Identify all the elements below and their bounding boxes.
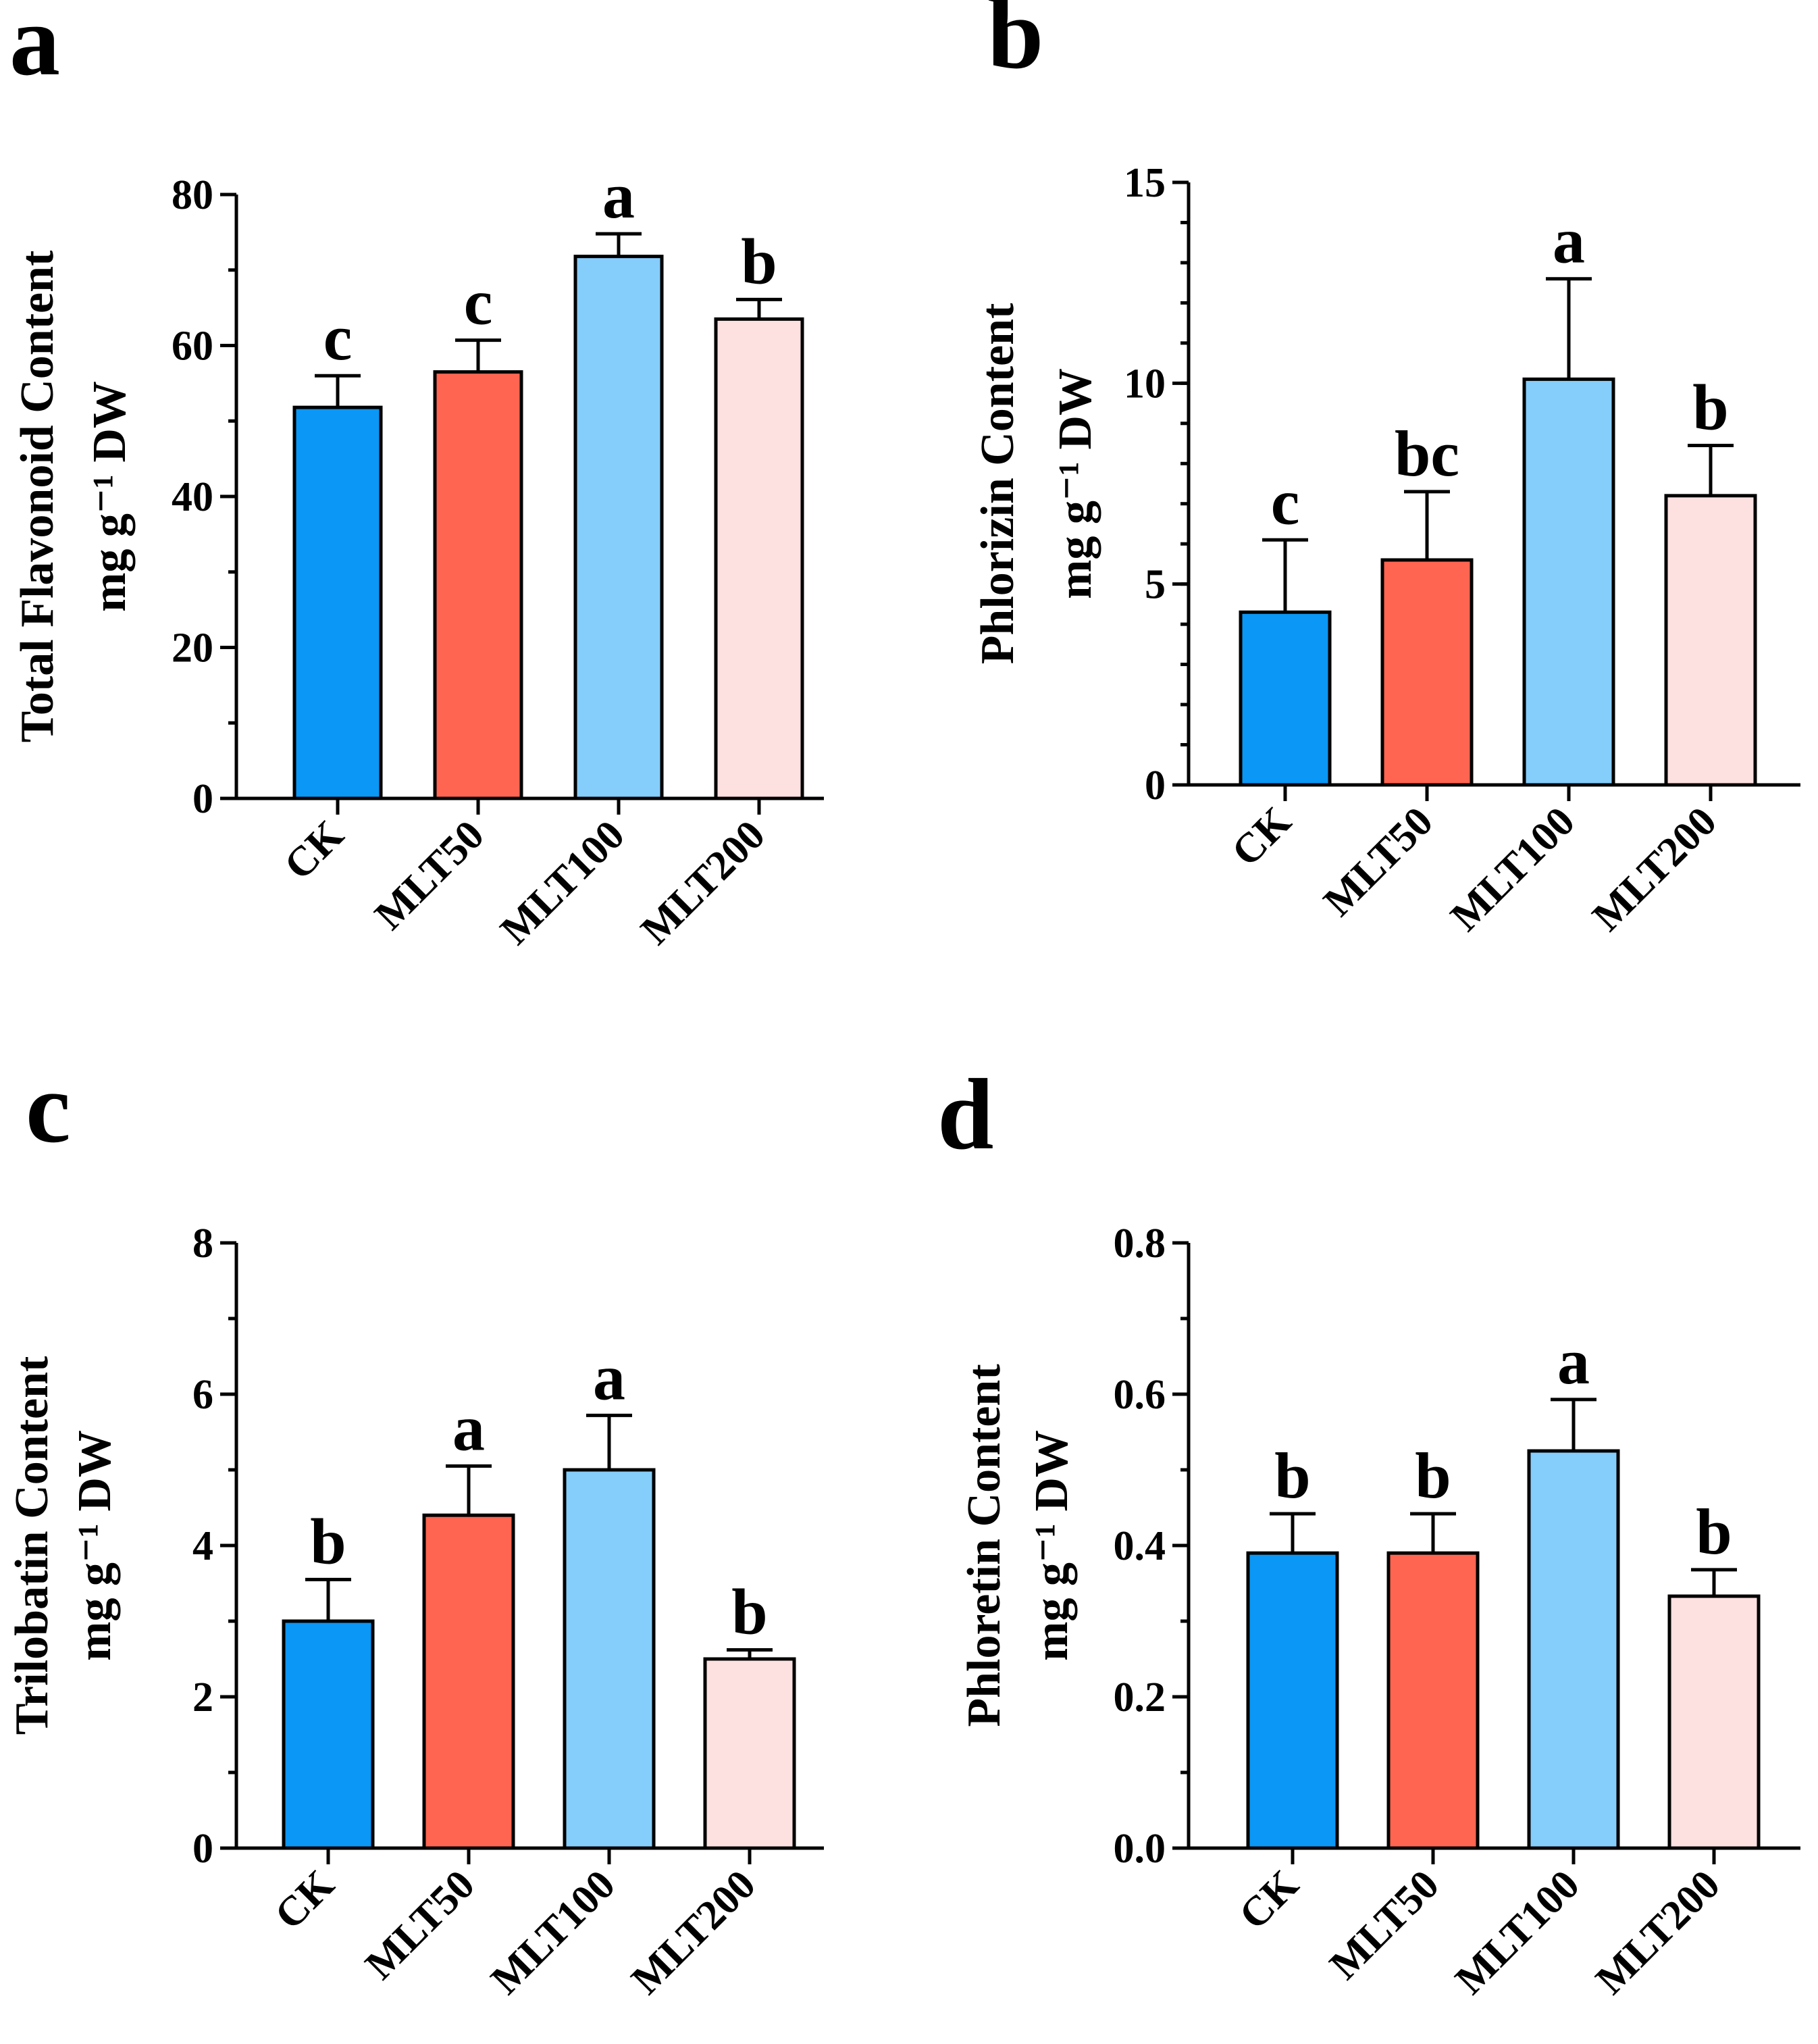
y-tick-label: 10	[1124, 361, 1166, 407]
panel-a: a 0 20 40 60 80 Total Flavonoid Content mg g⁻¹…	[9, 0, 824, 954]
bar-mlt200	[703, 1657, 796, 1850]
x-tick-label: MLT100	[492, 812, 633, 954]
bar-mlt200	[1667, 1594, 1761, 1850]
bar-mlt50	[1380, 558, 1474, 787]
bar-mlt200	[714, 317, 804, 800]
bar-mlt50	[1386, 1551, 1480, 1850]
y-axis-unit: mg g⁻¹ DW	[1026, 1430, 1078, 1661]
x-tick-label: CK	[276, 812, 353, 889]
panel-d: d 0.0 0.2 0.4 0.6 0.8 Phloretin Content mg g⁻¹…	[937, 1058, 1800, 2003]
x-tick-label: MLT200	[1587, 1862, 1729, 2003]
y-tick-label: 60	[172, 324, 213, 369]
bar-ck	[1246, 1551, 1339, 1850]
y-tick-label: 0.2	[1114, 1675, 1166, 1720]
bar-mlt50	[422, 1513, 515, 1850]
significance-letter: a	[602, 159, 635, 232]
x-tick-label: MLT50	[357, 1862, 484, 1989]
significance-letter: a	[1557, 1325, 1590, 1398]
y-tick-label: 2	[192, 1675, 213, 1720]
y-tick-label: 0	[192, 776, 213, 822]
y-axis-title: Phloretin Content	[958, 1364, 1010, 1727]
y-axis-title: Phlorizin Content	[972, 303, 1024, 665]
x-tick-label: CK	[266, 1862, 343, 1939]
x-tick-label: MLT200	[623, 1862, 764, 2003]
y-axis-unit: mg g⁻¹ DW	[69, 1430, 121, 1661]
y-axis-title: Total Flavonoid Content	[11, 251, 63, 743]
y-axis-unit: mg g⁻¹ DW	[84, 381, 136, 612]
bar-mlt200	[1664, 494, 1757, 787]
y-tick-label: 0.8	[1114, 1221, 1166, 1267]
x-tick-label: CK	[1230, 1862, 1307, 1939]
y-axis-unit: mg g⁻¹ DW	[1049, 368, 1101, 599]
bar-mlt100	[1522, 377, 1615, 787]
x-tick-label: MLT200	[632, 812, 774, 954]
bar-mlt50	[433, 370, 523, 800]
x-tick-label: MLT100	[1442, 798, 1584, 940]
y-tick-label: 6	[192, 1372, 213, 1418]
significance-letter: b	[731, 1576, 767, 1648]
x-tick-label: MLT100	[1447, 1862, 1588, 2003]
significance-letter: b	[741, 225, 777, 297]
y-tick-label: 0	[192, 1826, 213, 1872]
bar-mlt100	[563, 1468, 656, 1850]
y-tick-label: 8	[192, 1221, 213, 1267]
bar-ck	[282, 1619, 375, 1850]
panel-letter-a: a	[9, 0, 60, 97]
significance-letter: a	[452, 1391, 485, 1464]
significance-letter: c	[1271, 465, 1300, 538]
panel-letter-d: d	[937, 1058, 993, 1171]
y-tick-label: 4	[192, 1523, 213, 1569]
bar-ck	[292, 405, 383, 800]
panel-letter-b: b	[987, 0, 1043, 90]
y-tick-label: 80	[172, 172, 213, 218]
y-tick-label: 15	[1124, 160, 1166, 206]
y-tick-label: 0.4	[1114, 1523, 1166, 1569]
y-axis-title: Trilobatin Content	[6, 1356, 58, 1735]
significance-letter: a	[593, 1341, 625, 1413]
significance-letter: c	[323, 301, 353, 374]
panel-b: b 0 5 10 15 Phlorizin Content mg g⁻¹ DW c CK bc M…	[972, 0, 1800, 940]
significance-letter: b	[1692, 372, 1728, 444]
y-tick-label: 0.0	[1114, 1826, 1166, 1872]
x-tick-label: CK	[1223, 798, 1300, 875]
significance-letter: b	[1274, 1439, 1310, 1512]
x-tick-label: MLT50	[1315, 798, 1442, 925]
significance-letter: bc	[1395, 417, 1459, 490]
x-tick-label: MLT50	[1321, 1862, 1448, 1989]
y-tick-label: 20	[172, 625, 213, 671]
y-tick-label: 5	[1145, 562, 1166, 608]
x-tick-label: MLT200	[1584, 798, 1725, 940]
y-tick-label: 40	[172, 474, 213, 520]
significance-letter: c	[464, 266, 493, 338]
panel-c: c 0 2 4 6 8 Trilobatin Content mg g⁻¹ DW b CK a ML…	[6, 1052, 824, 2003]
x-tick-label: MLT50	[366, 812, 493, 939]
bar-mlt100	[1527, 1449, 1620, 1850]
significance-letter: a	[1553, 205, 1585, 277]
significance-letter: b	[310, 1505, 346, 1577]
x-tick-label: MLT100	[482, 1862, 624, 2003]
bar-ck	[1239, 610, 1332, 787]
panel-letter-c: c	[26, 1052, 71, 1164]
significance-letter: b	[1696, 1496, 1732, 1568]
y-tick-label: 0.6	[1114, 1372, 1166, 1418]
significance-letter: b	[1415, 1439, 1451, 1512]
y-tick-label: 0	[1145, 763, 1166, 809]
bar-mlt100	[573, 255, 664, 800]
